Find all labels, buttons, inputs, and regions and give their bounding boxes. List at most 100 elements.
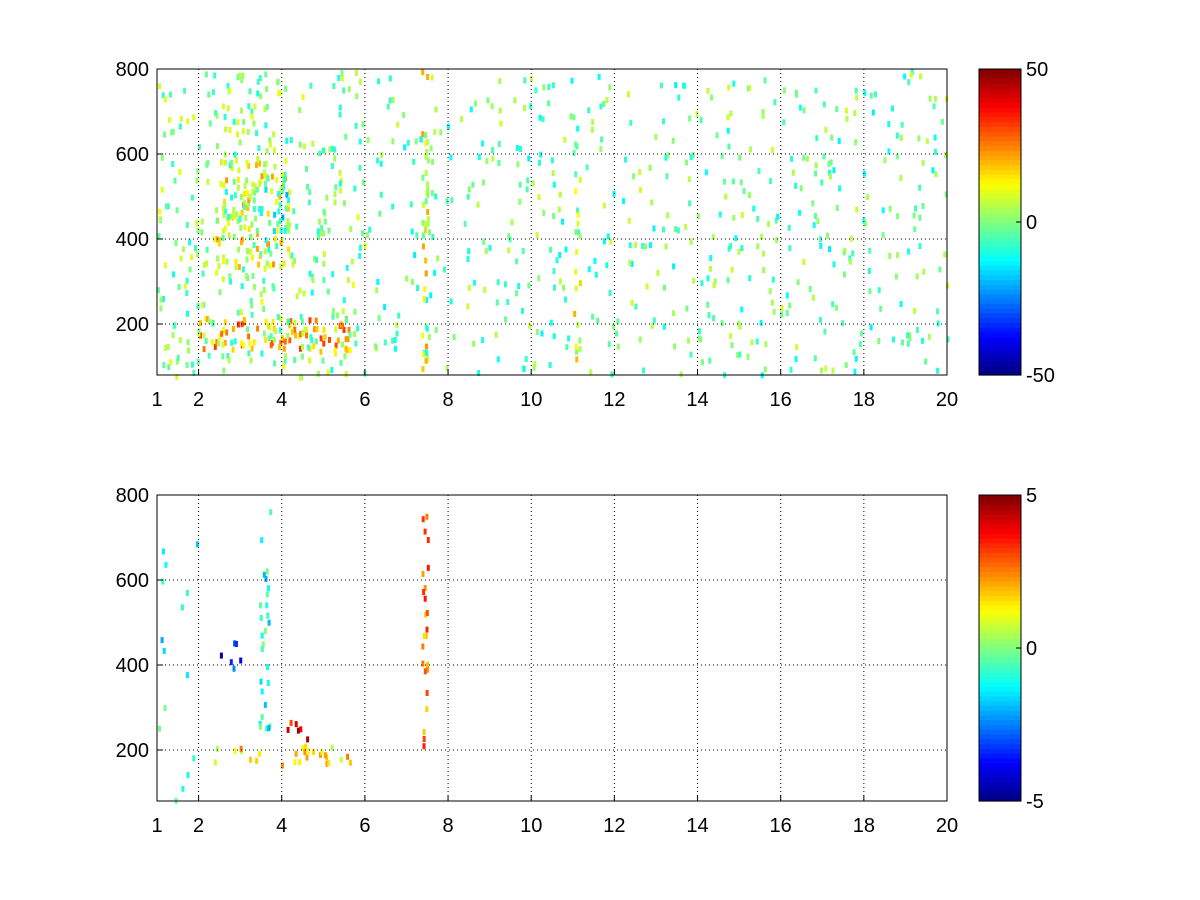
heatmap-cell-5 (527, 282, 531, 289)
heatmap-cell-5 (593, 257, 597, 264)
heatmap-cell-4 (240, 77, 244, 84)
heatmap-cell-5 (491, 147, 495, 154)
heatmap-cell-5 (460, 116, 464, 123)
heatmap-cell-2 (263, 628, 267, 635)
heatmap-cell-4 (251, 254, 254, 261)
heatmap-cell-4 (232, 118, 236, 125)
heatmap-cell-4 (228, 88, 232, 95)
heatmap-cell-2 (259, 614, 263, 621)
x-tick-label: 8 (442, 389, 453, 411)
heatmap-cell-4 (355, 69, 358, 76)
heatmap-cell-7 (578, 233, 582, 240)
colorbar-step (979, 279, 1021, 285)
heatmap-cell-5 (877, 287, 881, 294)
heatmap-cell-6 (421, 201, 425, 208)
heatmap-cell-5 (423, 528, 427, 535)
heatmap-cell-5 (563, 136, 567, 143)
heatmap-cell-5 (591, 313, 595, 320)
heatmap-cell-5 (888, 252, 892, 259)
heatmap-cell-5 (732, 214, 736, 221)
colorbar-tick-label: 50 (1026, 59, 1048, 81)
heatmap-cell-4 (313, 255, 316, 262)
heatmap-cell-4 (219, 180, 223, 187)
heatmap-cell-5 (422, 632, 426, 639)
heatmap-cell-5 (677, 94, 681, 101)
colorbar-step (979, 260, 1021, 266)
colorbar-step (979, 217, 1021, 223)
heatmap-cell-5 (421, 570, 425, 577)
heatmap-cell-7 (573, 310, 577, 317)
heatmap-cell-4 (340, 70, 344, 77)
heatmap-cell-4 (265, 104, 269, 111)
colorbar-tick-label: -5 (1026, 791, 1044, 813)
heatmap-cell-5 (634, 241, 637, 248)
heatmap-cell-5 (943, 251, 947, 258)
heatmap-cell-5 (674, 226, 678, 233)
heatmap-cell-5 (576, 125, 580, 132)
heatmap-cell-4 (263, 169, 266, 176)
heatmap-cell-5 (422, 589, 426, 595)
heatmap-cell-4 (236, 309, 240, 316)
grid (157, 494, 947, 801)
heatmap-cell-1 (222, 327, 226, 333)
heatmap-cell-4 (208, 120, 212, 127)
heatmap-cell-1 (218, 333, 222, 340)
heatmap-cell-4 (264, 71, 268, 78)
heatmap-cell-1 (312, 343, 316, 350)
colorbar-step (979, 188, 1021, 194)
heatmap-cell-5 (843, 271, 846, 278)
heatmap-cell-6 (163, 705, 167, 712)
y-tick-label: 600 (116, 570, 149, 592)
heatmap-cell-4 (334, 184, 338, 191)
heatmap-cell-5 (472, 340, 476, 347)
heatmap-cell-5 (892, 336, 895, 343)
heatmap-cell-5 (423, 595, 427, 602)
heatmap-cell-4 (194, 245, 197, 252)
heatmap-cell-5 (928, 95, 932, 102)
colorbar-step (979, 351, 1021, 357)
heatmap-cell-5 (445, 198, 449, 205)
heatmap-cell-3 (255, 186, 259, 193)
heatmap-cell-1 (211, 339, 214, 346)
heatmap-cell-5 (852, 349, 856, 356)
colorbar-step (979, 360, 1021, 367)
heatmap-cell-5 (739, 179, 743, 186)
heatmap-cell-4 (264, 237, 268, 244)
heatmap-cell-3 (260, 205, 264, 212)
heatmap-cell-5 (522, 366, 526, 372)
heatmap-cell-5 (515, 144, 519, 151)
heatmap-cell-5 (555, 257, 559, 264)
heatmap-cell-4 (158, 83, 162, 90)
heatmap-cell-5 (684, 223, 688, 230)
heatmap-cell-5 (641, 243, 644, 249)
colorbar-step (979, 298, 1021, 304)
heatmap-cell-4 (311, 140, 315, 147)
heatmap-cell-3 (283, 171, 287, 178)
heatmap-cell-5 (845, 115, 849, 122)
heatmap-cell-6 (421, 69, 425, 76)
heatmap-cell-4 (215, 217, 219, 224)
colorbar-step (979, 164, 1021, 171)
heatmap-cell-4 (233, 338, 237, 345)
heatmap-cell-5 (862, 217, 866, 224)
heatmap-cell-5 (368, 226, 372, 233)
heatmap-cell-4 (207, 91, 211, 98)
heatmap-cell-1 (348, 347, 352, 354)
colorbar-step (979, 743, 1021, 750)
heatmap-cell-5 (549, 246, 552, 253)
heatmap-cell-4 (191, 361, 194, 368)
heatmap-cell-4 (157, 287, 160, 294)
colorbar-step (979, 212, 1021, 218)
heatmap-cell-5 (688, 115, 692, 122)
heatmap-cell-5 (664, 243, 668, 250)
heatmap-cell-5 (863, 89, 867, 96)
heatmap-cell-4 (332, 83, 336, 90)
heatmap-cell-6 (161, 578, 165, 585)
heatmap-cell-5 (662, 226, 665, 233)
heatmap-cell-4 (179, 115, 183, 122)
heatmap-cell-4 (317, 233, 320, 240)
colorbar-step (979, 719, 1021, 726)
heatmap-cell-4 (286, 332, 290, 339)
heatmap-cell-4 (205, 260, 209, 267)
heatmap-cell-5 (539, 151, 543, 158)
